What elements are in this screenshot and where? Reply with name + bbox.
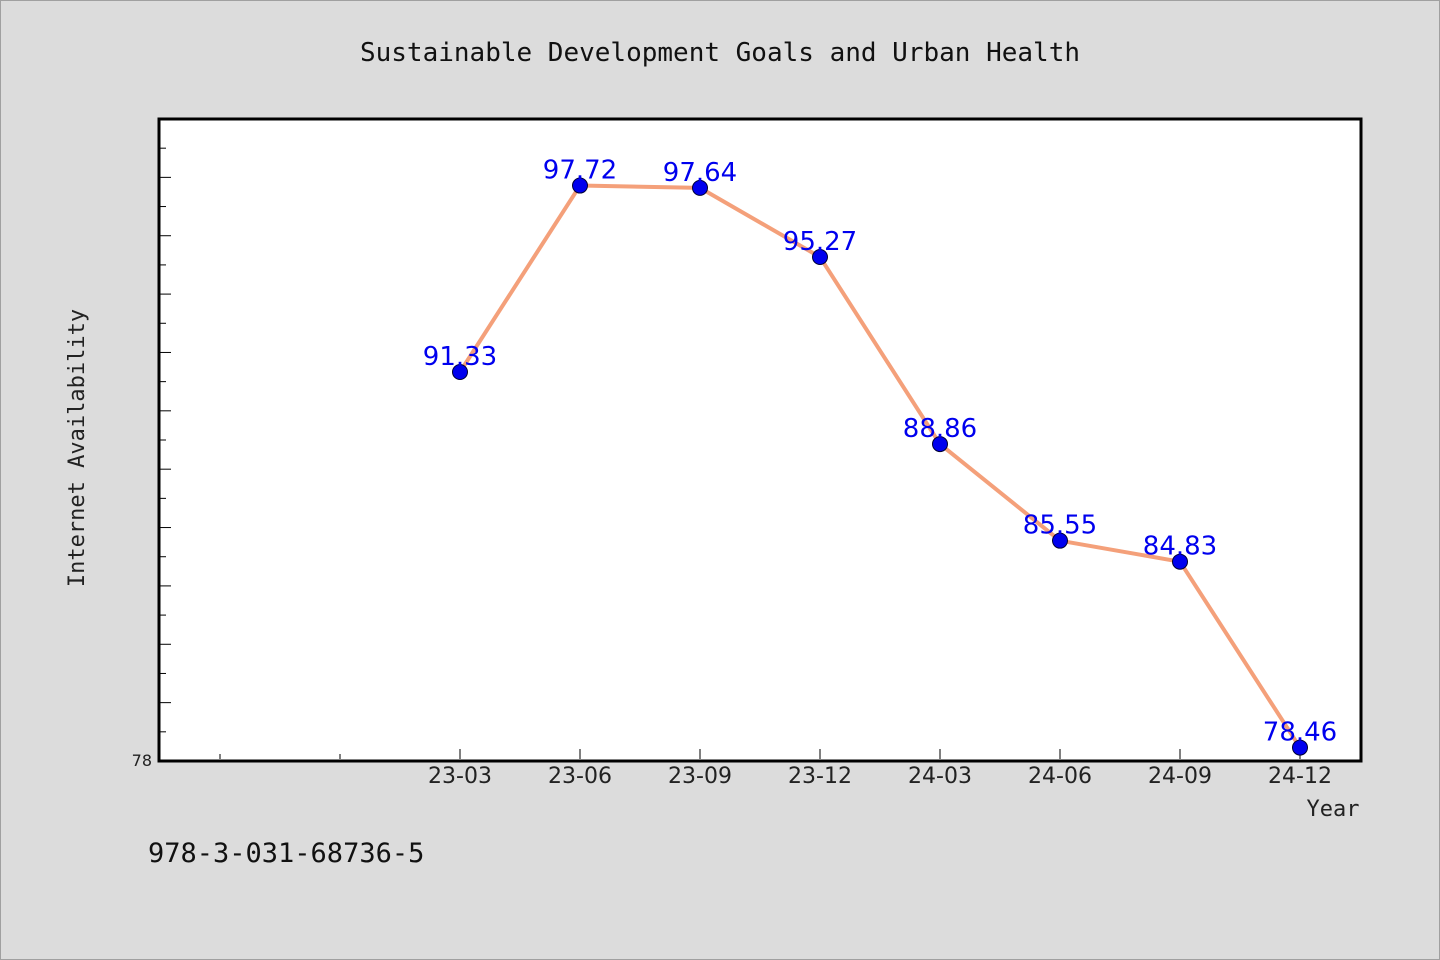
data-point bbox=[932, 436, 948, 453]
data-point bbox=[812, 249, 828, 266]
data-point bbox=[452, 364, 468, 381]
x-tick-label: 23-12 bbox=[788, 764, 852, 789]
y-axis-ticks bbox=[159, 147, 171, 733]
data-label: 84.83 bbox=[1143, 532, 1217, 562]
chart-title: Sustainable Development Goals and Urban … bbox=[360, 38, 1080, 68]
data-label: 97.72 bbox=[543, 156, 617, 186]
y-axis-label: Internet Availability bbox=[65, 309, 90, 587]
x-tick-label: 23-06 bbox=[548, 764, 612, 789]
y-tick-label-min: 78 bbox=[132, 751, 152, 770]
data-label: 85.55 bbox=[1023, 511, 1097, 541]
data-label: 78.46 bbox=[1263, 718, 1337, 748]
data-label: 88.86 bbox=[903, 414, 977, 444]
data-label: 95.27 bbox=[783, 227, 857, 257]
plot-area bbox=[157, 117, 1363, 763]
x-tick-label: 23-09 bbox=[668, 764, 732, 789]
x-tick-labels: 23-03 23-06 23-09 23-12 24-03 24-06 24-09 24-12 bbox=[428, 764, 1332, 789]
data-point bbox=[692, 179, 708, 196]
data-label: 91.33 bbox=[423, 342, 497, 372]
data-label: 97.64 bbox=[663, 158, 737, 188]
x-tick-label: 24-03 bbox=[908, 764, 972, 789]
x-tick-label: 24-09 bbox=[1148, 764, 1212, 789]
series-line bbox=[458, 183, 1302, 749]
x-axis-label: Year bbox=[1307, 797, 1360, 822]
data-labels: 91.33 97.72 97.64 95.27 88.86 85.55 84.83 78.46 bbox=[423, 156, 1337, 748]
isbn-footer: 978-3-031-68736-5 bbox=[148, 838, 424, 869]
data-point bbox=[1052, 532, 1068, 549]
data-point bbox=[1172, 553, 1188, 570]
x-tick-label: 24-12 bbox=[1268, 764, 1332, 789]
x-tick-label: 24-06 bbox=[1028, 764, 1092, 789]
x-axis-ticks bbox=[219, 749, 1301, 759]
x-tick-label: 23-03 bbox=[428, 764, 492, 789]
data-point bbox=[1292, 739, 1308, 756]
data-point bbox=[572, 177, 588, 194]
series-markers bbox=[452, 177, 1308, 756]
